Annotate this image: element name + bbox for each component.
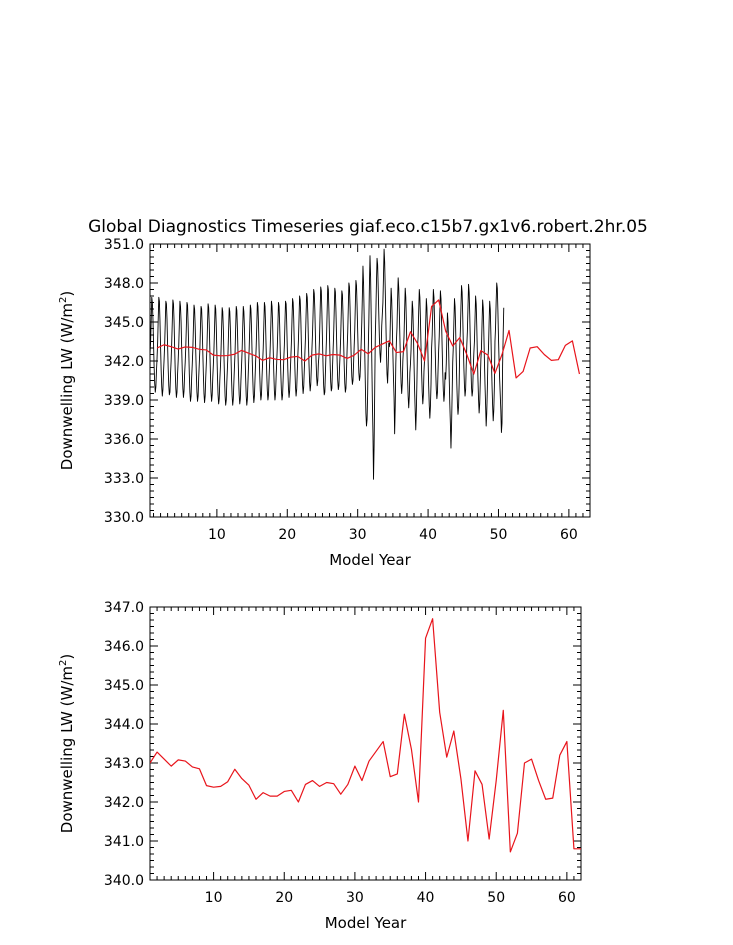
x-axis-label: Model Year <box>325 914 407 932</box>
y-axis-label-end: ) <box>58 291 76 297</box>
y-tick-label: 347.0 <box>104 600 144 616</box>
x-tick-label: 50 <box>487 890 505 906</box>
x-tick-label: 10 <box>205 890 223 906</box>
y-axis-label-main: Downwelling LW (W/m <box>58 666 76 833</box>
y-tick-label: 333.0 <box>104 471 144 487</box>
y-tick-label: 341.0 <box>104 834 144 850</box>
series-annual-line <box>150 618 581 853</box>
x-tick-label: 20 <box>278 527 296 543</box>
x-tick-label: 40 <box>417 890 435 906</box>
x-tick-label: 10 <box>208 527 226 543</box>
plot-frame <box>149 243 591 518</box>
y-tick-label: 336.0 <box>104 432 144 448</box>
y-axis-label: Downwelling LW (W/m2) <box>58 291 76 470</box>
x-tick-label: 30 <box>346 890 364 906</box>
bottom-panel: 10 20 30 40 50 60 340.0 341.0 342.0 343.0 344.0 345… <box>58 600 582 932</box>
x-tick-label: 30 <box>349 527 367 543</box>
series-monthly-line <box>150 248 505 480</box>
y-tick-label: 345.0 <box>104 315 144 331</box>
y-tick-label: 351.0 <box>104 237 144 253</box>
series-annual-line <box>156 299 581 379</box>
plot-frame <box>149 606 582 881</box>
y-tick-label: 342.0 <box>104 354 144 370</box>
y-tick-label: 345.0 <box>104 678 144 694</box>
chart-title: Global Diagnostics Timeseries giaf.eco.c… <box>88 217 648 237</box>
y-axis-label-sup: 2 <box>58 297 69 303</box>
y-tick-label: 330.0 <box>104 510 144 526</box>
y-axis-label-main: Downwelling LW (W/m <box>58 303 76 470</box>
y-axis-label: Downwelling LW (W/m2) <box>58 654 76 833</box>
x-tick-label: 60 <box>560 527 578 543</box>
x-tick-label: 20 <box>275 890 293 906</box>
x-tick-label: 50 <box>490 527 508 543</box>
y-axis-label-end: ) <box>58 654 76 660</box>
x-axis-label: Model Year <box>329 551 411 569</box>
top-panel: 10 20 30 40 50 60 330.0 333.0 336.0 339.0 342.0 345… <box>58 237 591 569</box>
x-tick-label: 40 <box>419 527 437 543</box>
y-tick-label: 343.0 <box>104 756 144 772</box>
y-tick-label: 344.0 <box>104 717 144 733</box>
y-tick-label: 342.0 <box>104 795 144 811</box>
y-axis-label-sup: 2 <box>58 660 69 666</box>
y-tick-label: 340.0 <box>104 873 144 889</box>
y-tick-label: 348.0 <box>104 276 144 292</box>
y-tick-label: 339.0 <box>104 393 144 409</box>
y-tick-label: 346.0 <box>104 639 144 655</box>
x-tick-label: 60 <box>558 890 576 906</box>
